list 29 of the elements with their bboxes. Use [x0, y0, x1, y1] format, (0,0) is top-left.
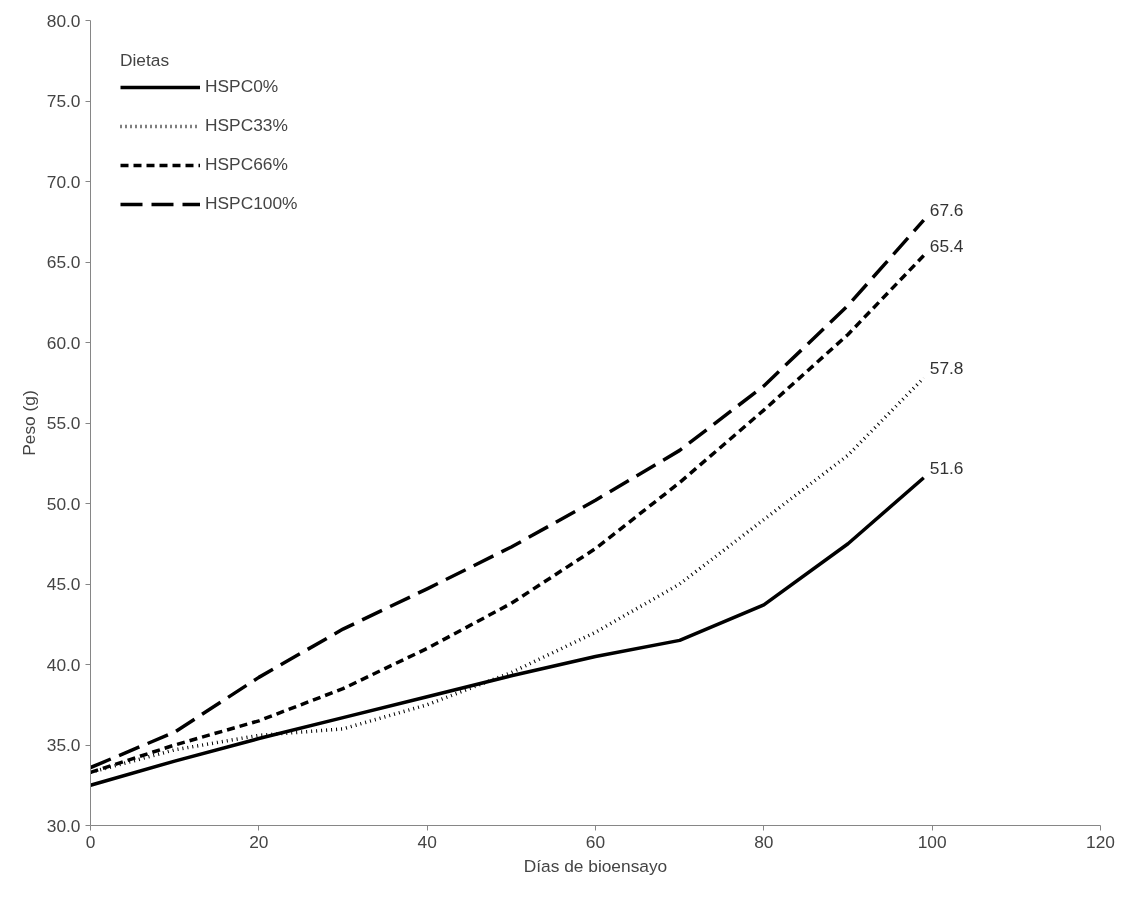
legend-label: HSPC33% [205, 115, 288, 136]
y-tick-label: 65.0 [46, 252, 81, 272]
y-tick-label: 45.0 [46, 574, 81, 594]
y-tick-label: 40.0 [46, 654, 81, 675]
legend-label: HSPC100% [205, 193, 298, 214]
legend-title: Dietas [120, 50, 171, 71]
data-label: 67.6 [929, 200, 964, 221]
y-tick-label: 30.0 [46, 815, 81, 836]
legend-label: HSPC0% [205, 76, 279, 97]
y-axis-title: Peso (g) [18, 390, 39, 456]
y-tick-label: 55.0 [46, 413, 81, 433]
y-tick-label: 80.0 [46, 10, 81, 31]
x-tick-label: 80 [754, 831, 774, 852]
data-label: 65.4 [929, 235, 964, 256]
x-tick-label: 20 [249, 831, 269, 852]
x-tick-label: 60 [585, 831, 606, 852]
y-tick-label: 50.0 [46, 493, 81, 514]
data-label: 57.8 [929, 357, 964, 378]
legend-label: HSPC66% [205, 154, 288, 175]
data-label: 51.6 [929, 457, 964, 478]
y-tick-label: 35.0 [46, 735, 81, 755]
y-tick-label: 70.0 [46, 171, 81, 192]
y-tick-label: 60.0 [46, 332, 81, 353]
x-tick-label: 100 [917, 831, 947, 852]
x-tick-label: 120 [1086, 831, 1115, 852]
y-tick-label: 75.0 [46, 91, 81, 111]
x-tick-label: 40 [417, 831, 437, 852]
x-axis-title: Días de bioensayo [523, 855, 668, 876]
x-tick-label: 0 [85, 831, 96, 852]
